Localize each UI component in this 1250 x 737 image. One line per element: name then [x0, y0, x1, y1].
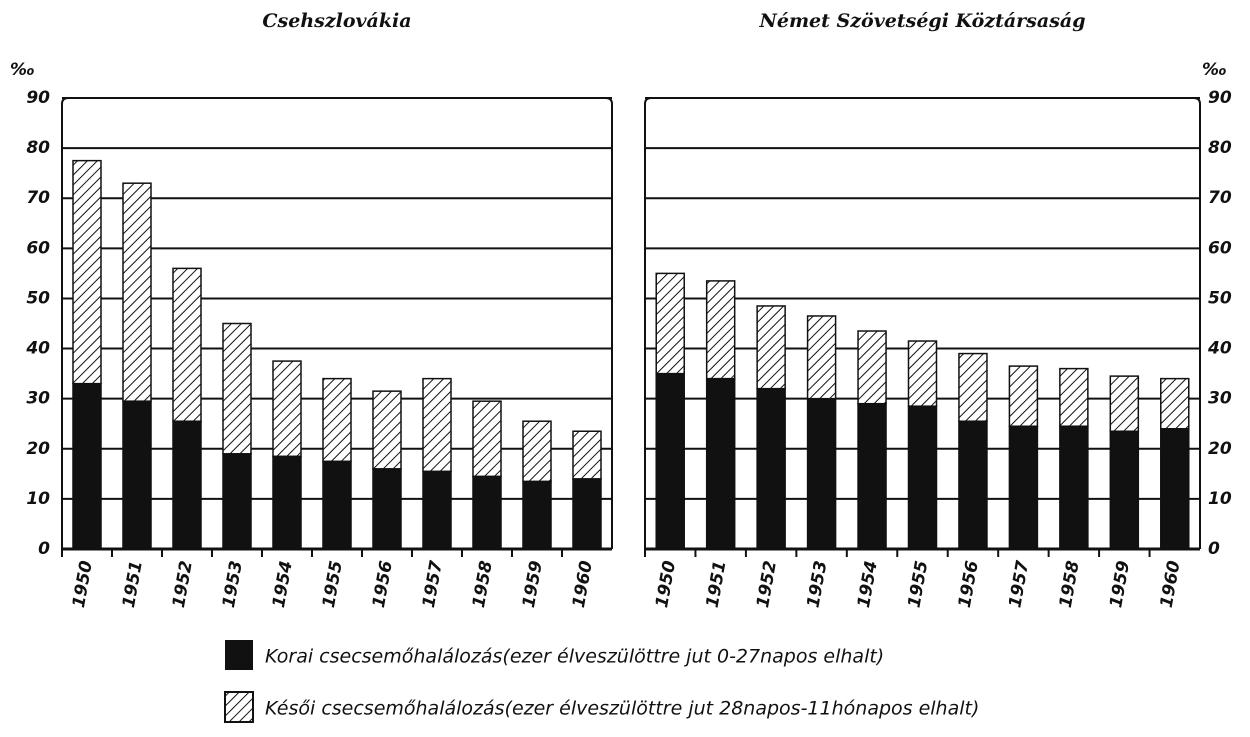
y-unit: ‰: [10, 60, 35, 80]
bar-segment: [857, 330, 887, 405]
legend-swatch: [224, 691, 254, 723]
bar-segment: [1109, 375, 1140, 432]
bar-segment: [122, 400, 152, 550]
x-tick-label: 1953: [219, 559, 247, 609]
x-tick-label: 1958: [469, 559, 497, 609]
x-tick-label: 1958: [1056, 559, 1084, 609]
bar-segment: [272, 360, 302, 458]
y-tick-label: 50: [26, 288, 50, 308]
x-tick-label: 1960: [1157, 559, 1185, 609]
bar-segment: [222, 322, 252, 455]
bar-segment: [907, 405, 938, 550]
bar-segment: [857, 402, 887, 550]
bar-segment: [907, 340, 938, 407]
bar-segment: [272, 455, 302, 550]
bar-segment: [522, 420, 552, 483]
x-tick-label: 1957: [1005, 559, 1033, 609]
bar-segment: [172, 267, 202, 422]
bar-segment: [522, 480, 552, 550]
y-tick-label: 20: [26, 439, 50, 459]
x-tick-label: 1953: [804, 559, 832, 609]
x-tick-label: 1951: [703, 559, 731, 609]
bar-segment: [372, 468, 402, 550]
x-tick-label: 1960: [569, 559, 597, 609]
bar-segment: [705, 377, 736, 550]
bar-segment: [1109, 430, 1140, 550]
bar-segment: [756, 305, 786, 390]
bar-segment: [472, 475, 502, 550]
bar-segment: [322, 460, 352, 550]
y-tick-label: 80: [26, 138, 50, 158]
bar-segment: [1008, 425, 1039, 550]
y-tick-label: 80: [1208, 138, 1232, 158]
y-tick-label: 40: [1207, 339, 1232, 359]
y-tick-label: 30: [1208, 389, 1232, 409]
y-unit: ‰: [1202, 60, 1227, 80]
y-tick-label: 70: [26, 188, 50, 208]
bar-segment: [756, 387, 786, 550]
bar-segment: [1160, 427, 1190, 550]
legend-label: Korai csecsemőhalálozás(ezer élveszülött…: [265, 646, 884, 668]
bar-segment: [222, 453, 252, 550]
bar-segment: [1059, 367, 1089, 427]
legend-label: Késői csecsemőhalálozás(ezer élveszülött…: [265, 698, 979, 720]
x-tick-label: 1959: [1106, 559, 1134, 609]
bar-segment: [322, 377, 352, 463]
x-tick-label: 1957: [419, 559, 447, 609]
bar-segment: [705, 280, 736, 380]
bar-segment: [806, 397, 837, 550]
y-tick-label: 60: [1208, 238, 1232, 258]
x-tick-label: 1950: [652, 559, 680, 609]
y-tick-label: 20: [1208, 439, 1232, 459]
bar-segment: [806, 315, 837, 400]
x-tick-label: 1954: [269, 559, 297, 609]
y-tick-label: 90: [1208, 88, 1232, 108]
x-tick-label: 1950: [69, 559, 97, 609]
bar-segment: [958, 420, 988, 550]
bar-segment: [1160, 377, 1190, 430]
bar-segment: [372, 390, 402, 470]
bar-segment: [72, 382, 102, 550]
x-tick-label: 1956: [955, 559, 983, 609]
bar-segment: [422, 377, 452, 473]
y-tick-label: 60: [26, 238, 50, 258]
legend-swatch: [225, 640, 253, 670]
y-tick-label: 40: [25, 339, 50, 359]
x-tick-label: 1955: [904, 559, 932, 609]
y-tick-label: 10: [1208, 489, 1232, 509]
bar-segment: [472, 400, 502, 478]
bar-segment: [1008, 365, 1039, 427]
x-tick-label: 1952: [753, 559, 781, 609]
y-tick-label: 10: [26, 489, 50, 509]
y-tick-label: 90: [26, 88, 50, 108]
chart-title: Csehszlovákia: [262, 10, 411, 32]
bar-segment: [655, 372, 685, 550]
bar-segment: [572, 478, 602, 550]
bar-segment: [422, 470, 452, 550]
y-tick-label: 0: [38, 539, 50, 559]
y-tick-label: 70: [1208, 188, 1232, 208]
x-tick-label: 1959: [519, 559, 547, 609]
bar-segment: [122, 182, 152, 402]
y-tick-label: 50: [1208, 288, 1232, 308]
x-tick-label: 1952: [169, 559, 197, 609]
x-tick-label: 1955: [319, 559, 347, 609]
x-tick-label: 1954: [854, 559, 882, 609]
bar-segment: [572, 430, 602, 480]
bar-segment: [655, 272, 685, 375]
chart-title: Német Szövetségi Köztársaság: [759, 10, 1086, 32]
bar-segment: [72, 159, 102, 385]
y-tick-label: 0: [1208, 539, 1220, 559]
y-tick-label: 30: [26, 389, 50, 409]
x-tick-label: 1951: [119, 559, 147, 609]
bar-segment: [172, 420, 202, 550]
x-tick-label: 1956: [369, 559, 397, 609]
bar-segment: [1059, 425, 1089, 550]
bar-segment: [958, 352, 988, 422]
